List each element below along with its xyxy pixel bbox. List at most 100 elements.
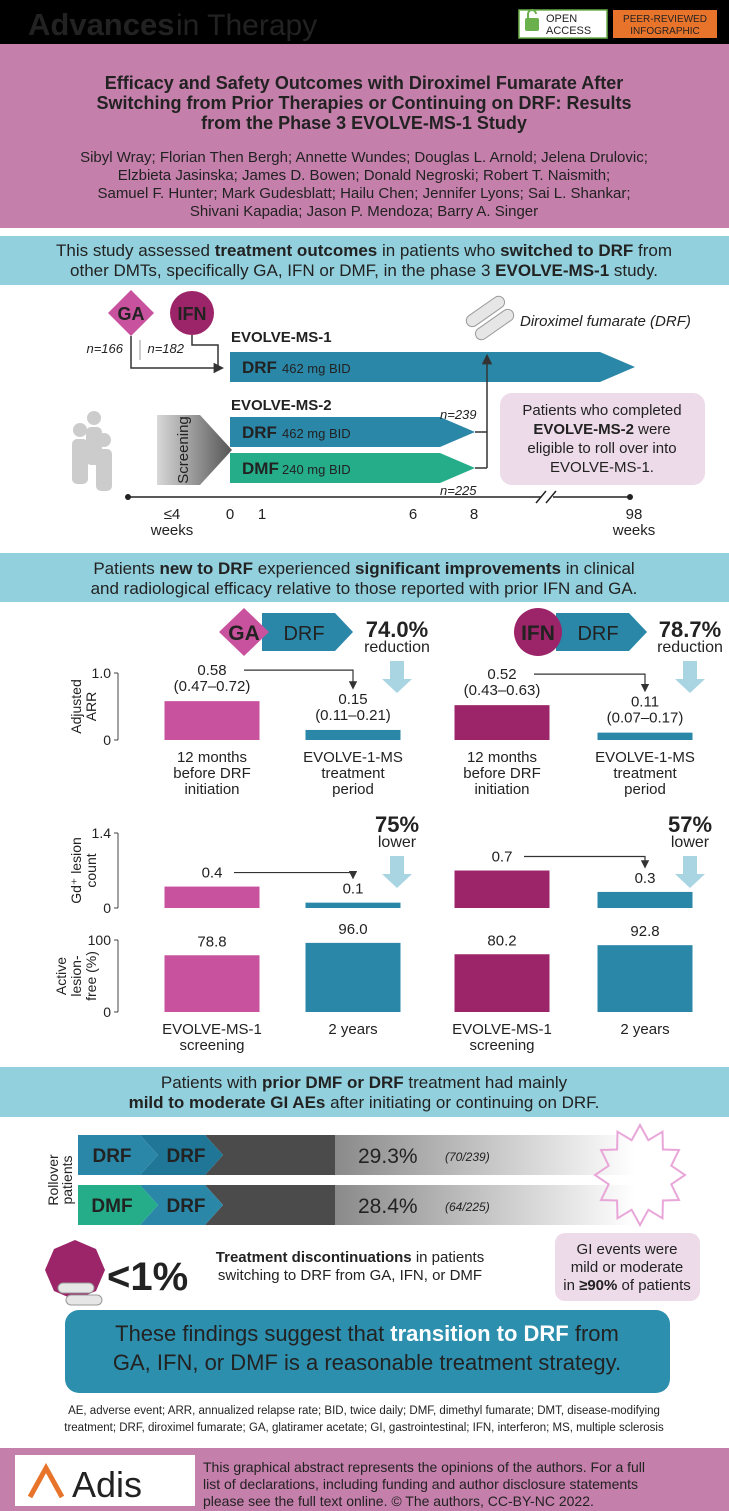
discontinuation-text: switching to DRF from GA, IFN, or DMF <box>218 1267 482 1284</box>
efficacy-intro-text: Patients new to DRF experienced signific… <box>93 559 634 578</box>
value-label: 80.2 <box>487 932 516 949</box>
conclusion-text-text: These findings suggest that <box>115 1321 390 1346</box>
arm-shape <box>170 291 214 335</box>
arm-drug: DRF <box>242 423 277 442</box>
journal-name-light: in Therapy <box>176 9 317 42</box>
patients-icon <box>72 411 112 491</box>
category-label: treatment <box>613 765 677 782</box>
switch-from-label: DRF <box>92 1146 131 1167</box>
conclusion-text: These findings suggest that transition t… <box>115 1321 619 1346</box>
timeline-label: weeks <box>150 522 194 539</box>
conclusion-text-text: GA, IFN, or DMF is a reasonable treatmen… <box>113 1350 621 1375</box>
screening-shape <box>157 415 232 485</box>
publisher-logo-mark <box>27 1462 65 1499</box>
bar <box>597 732 693 740</box>
y-tick-label: 100 <box>88 932 112 948</box>
change-label: lower <box>671 834 710 851</box>
switch-to <box>262 613 353 651</box>
gi-count: (64/225) <box>445 1200 490 1214</box>
category-label: screening <box>469 1037 534 1054</box>
intro-text-bold: switched to DRF <box>500 241 633 260</box>
comparison-connector <box>234 870 358 880</box>
value-label: 0.58 <box>197 662 226 679</box>
switch-to-label: DRF <box>283 623 324 645</box>
y-axis-label: count <box>83 853 99 887</box>
safety-intro-text: mild to moderate GI AEs after initiating… <box>129 1093 600 1112</box>
interval-label: (0.43–0.63) <box>464 682 541 699</box>
category-label: period <box>332 781 374 798</box>
category-label: 2 years <box>328 1021 377 1038</box>
peer-review-badge <box>613 10 717 38</box>
timeline-label: weeks <box>612 522 656 539</box>
switch-from <box>514 608 562 656</box>
arm-n: n=225 <box>440 483 477 498</box>
switch-to-label: DRF <box>166 1146 205 1167</box>
publisher-logo-box <box>15 1455 195 1506</box>
rollover-text-text: Patients who completed <box>522 402 681 419</box>
conclusion-text: GA, IFN, or DMF is a reasonable treatmen… <box>113 1350 621 1375</box>
y-axis-label: lesion- <box>68 955 84 997</box>
arm-n: n=182 <box>147 341 184 356</box>
rollover-text-bold: EVOLVE-MS-2 <box>533 421 634 438</box>
severity-text-text: GI events were <box>577 1241 678 1258</box>
intro-text-bold: EVOLVE-MS-1 <box>495 261 609 280</box>
study2-arm <box>230 417 475 447</box>
lock-icon <box>525 18 539 31</box>
switch-to <box>556 613 647 651</box>
category-label: 12 months <box>467 749 537 766</box>
bar <box>164 701 260 740</box>
timeline-label: 1 <box>258 506 266 523</box>
arm-drug: DRF <box>242 358 277 377</box>
value-label: 96.0 <box>338 921 367 938</box>
change-value: 57% <box>668 812 712 837</box>
value-label: 0.11 <box>631 694 659 711</box>
peer-review-label: INFOGRAPHIC <box>630 26 699 37</box>
safety-intro-text-text: treatment had mainly <box>404 1073 568 1092</box>
switch-to <box>140 1185 223 1225</box>
intro-text-text: other DMTs, specifically GA, IFN or DMF,… <box>70 261 495 280</box>
category-label: EVOLVE-1-MS <box>303 749 403 766</box>
discontinuation-text-bold: Treatment discontinuations <box>216 1249 412 1266</box>
efficacy-intro-text-text: and radiological efficacy relative to th… <box>91 579 638 598</box>
category-label: EVOLVE-MS-1 <box>162 1021 262 1038</box>
safety-intro-text-text: Patients with <box>161 1073 262 1092</box>
y-axis-label: Adjusted <box>68 679 84 733</box>
change-label: lower <box>378 834 417 851</box>
authors: Sibyl Wray; Florian Then Bergh; Annette … <box>80 149 648 166</box>
y-tick-label: 0 <box>103 732 111 748</box>
abbreviations: AE, adverse event; ARR, annualized relap… <box>68 1405 660 1417</box>
value-label: 78.8 <box>197 933 226 950</box>
bar <box>164 955 260 1012</box>
discontinuation-text-text: switching to DRF from GA, IFN, or DMF <box>218 1267 482 1284</box>
category-label: initiation <box>474 781 529 798</box>
gi-burst <box>593 1122 687 1228</box>
switch-from <box>78 1185 158 1225</box>
study-name: EVOLVE-MS-2 <box>231 397 332 414</box>
value-label: 0.7 <box>492 849 513 866</box>
y-tick-label: 1.4 <box>92 825 112 841</box>
safety-intro-text-bold: mild to moderate GI AEs <box>129 1093 326 1112</box>
severity-text-text: mild or moderate <box>571 1259 684 1276</box>
authors: Samuel F. Hunter; Mark Gudesblatt; Hailu… <box>97 185 630 202</box>
interval-label: (0.47–0.72) <box>174 678 251 695</box>
authors: Shivani Kapadia; Jason P. Mendoza; Barry… <box>190 203 538 220</box>
efficacy-intro-text-text: Patients <box>93 559 159 578</box>
safety-intro-text-bold: prior DMF or DRF <box>262 1073 404 1092</box>
arm-shape <box>108 290 154 336</box>
rate-fade <box>335 1185 635 1225</box>
conclusion-text-text: from <box>569 1321 619 1346</box>
change-value: 75% <box>375 812 419 837</box>
footer-text: This graphical abstract represents the o… <box>203 1459 645 1475</box>
timeline-label: ≤4 <box>164 506 181 523</box>
rate-fade <box>335 1135 635 1175</box>
arm-connector <box>130 336 225 374</box>
bar <box>597 891 693 908</box>
title-panel <box>0 44 729 228</box>
rollover-text-text: EVOLVE-MS-1. <box>550 459 654 476</box>
severity-text-text: of patients <box>617 1277 690 1294</box>
category-label: period <box>624 781 666 798</box>
footer-text: list of declarations, including funding … <box>203 1476 638 1492</box>
efficacy-intro-text-text: experienced <box>253 559 355 578</box>
